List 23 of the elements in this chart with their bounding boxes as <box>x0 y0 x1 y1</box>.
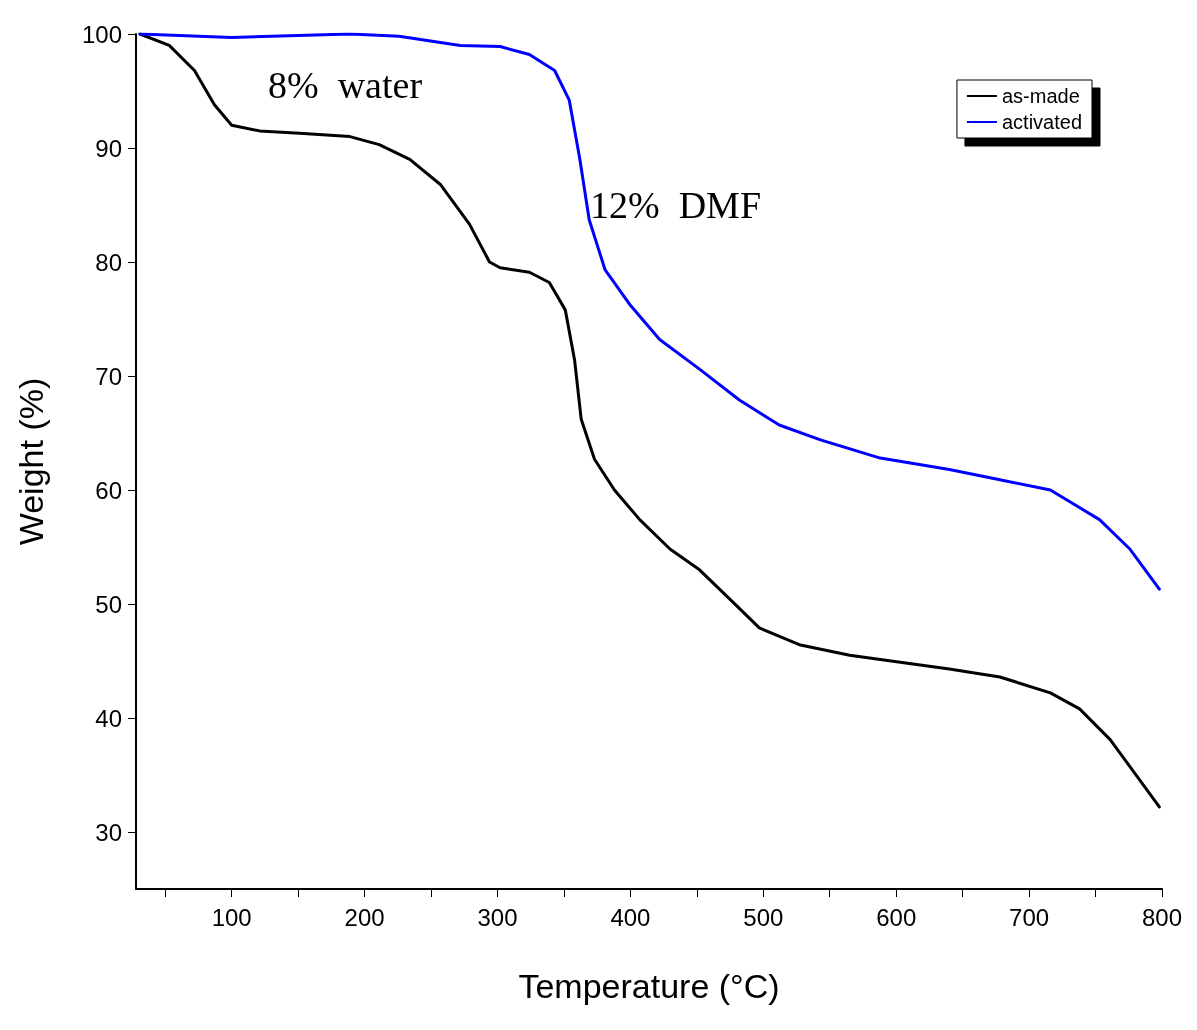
y-tick-label: 90 <box>95 134 122 162</box>
y-tick-label: 100 <box>81 20 122 48</box>
annotation: 8% water <box>268 64 423 106</box>
x-tick-label: 500 <box>743 903 784 931</box>
x-tick-label: 600 <box>876 903 917 931</box>
legend-label: activated <box>1001 111 1083 133</box>
x-tick-label: 100 <box>211 903 252 931</box>
x-tick-label: 200 <box>344 903 385 931</box>
y-tick-label: 70 <box>95 362 122 390</box>
y-axis-title: Weight (%) <box>12 377 50 546</box>
legend-label: as-made <box>1001 85 1080 107</box>
line-series <box>138 32 1161 591</box>
annotation: 12% DMF <box>590 184 762 226</box>
x-tick-label: 300 <box>477 903 518 931</box>
y-tick-label: 30 <box>95 818 122 846</box>
x-tick-label: 700 <box>1009 903 1050 931</box>
y-tick-label: 40 <box>95 704 122 732</box>
y-tick-label: 60 <box>95 476 122 504</box>
y-tick-label: 80 <box>95 248 122 276</box>
x-axis-title: Temperature (°C) <box>518 967 780 1005</box>
y-tick-label: 50 <box>95 590 122 618</box>
x-tick-label: 800 <box>1141 903 1183 931</box>
x-tick-label: 400 <box>610 903 651 931</box>
